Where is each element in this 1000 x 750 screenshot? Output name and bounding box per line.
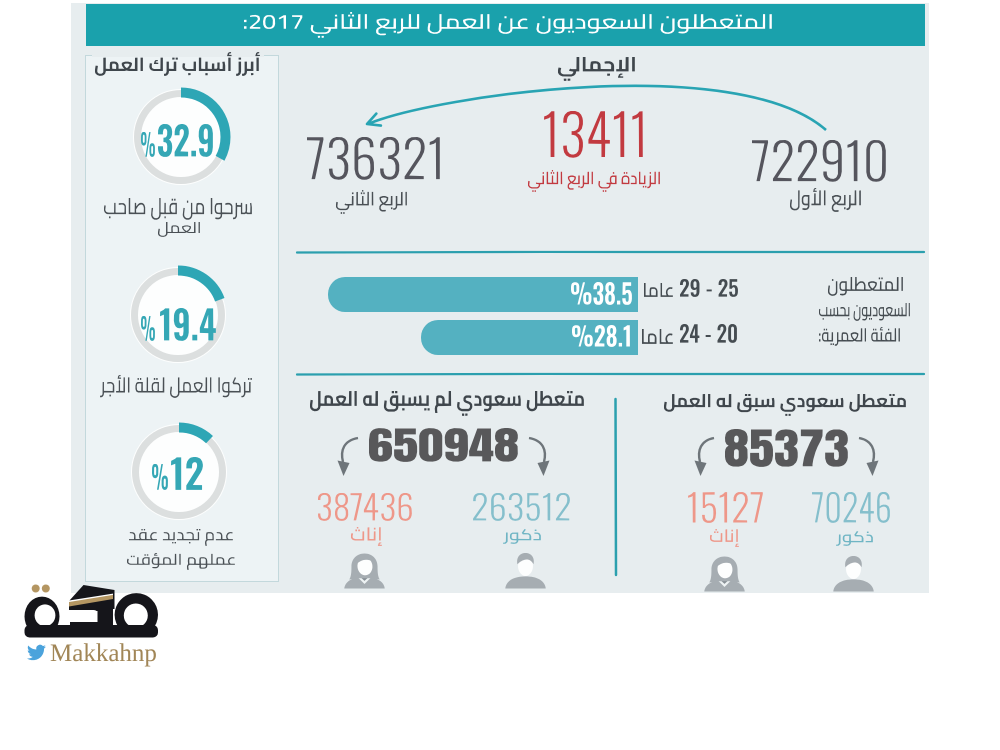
svg-text:Makkahnp: Makkahnp [50, 640, 157, 667]
